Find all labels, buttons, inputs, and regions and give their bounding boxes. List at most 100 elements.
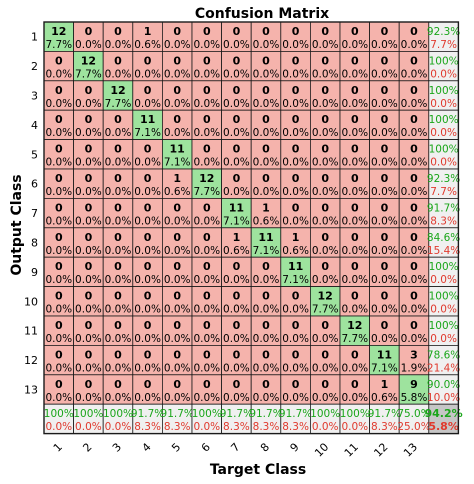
cell-percent: 5.8%	[401, 392, 428, 404]
cell-percent: 0.0%	[223, 392, 250, 404]
y-tick-label: 12	[24, 354, 38, 367]
cell-count: 11	[229, 201, 244, 214]
cell-count: 0	[233, 348, 241, 361]
cell-rect	[161, 139, 193, 170]
cell-rect	[309, 315, 341, 346]
cell-rect	[102, 286, 134, 317]
cell-percent: 0.0%	[401, 186, 428, 198]
summary-error: 0.0%	[341, 421, 368, 433]
cell-percent: 0.0%	[193, 274, 220, 286]
summary-correct: 100%	[429, 261, 459, 273]
cell-rect	[43, 286, 75, 317]
cell-percent: 0.0%	[341, 245, 368, 257]
cell-rect	[43, 80, 75, 111]
cell-count: 0	[410, 319, 418, 332]
cell-rect	[369, 227, 400, 258]
cell-percent: 0.0%	[371, 215, 398, 227]
cell-percent: 7.1%	[164, 157, 191, 169]
cell-count: 0	[292, 143, 300, 156]
cell-percent: 0.0%	[75, 186, 102, 198]
cell-rect	[191, 109, 223, 140]
summary-correct: 100%	[429, 291, 459, 303]
cell-rect	[221, 197, 252, 229]
cell-rect	[102, 344, 134, 376]
cell-rect	[428, 139, 459, 170]
summary-error: 8.3%	[223, 421, 250, 433]
cell-count: 0	[410, 25, 418, 38]
cell-percent: 0.0%	[45, 98, 72, 110]
cell-count: 0	[55, 54, 63, 67]
cell-count: 0	[351, 113, 359, 126]
cell-count: 1	[233, 231, 241, 244]
cell-percent: 0.0%	[312, 215, 339, 227]
cell-percent: 0.0%	[312, 392, 339, 404]
cell-count: 0	[292, 201, 300, 214]
x-tick-label: 3	[110, 441, 124, 455]
cell-count: 1	[262, 201, 270, 214]
cell-percent: 0.0%	[371, 68, 398, 80]
cell-percent: 0.0%	[134, 333, 161, 345]
cell-count: 0	[262, 378, 270, 391]
cell-rect	[428, 344, 459, 376]
matrix-cells: 127.7%00.0%00.0%10.6%00.0%00.0%00.0%00.0…	[43, 21, 463, 435]
cell-rect	[309, 256, 341, 288]
cell-percent: 0.0%	[164, 274, 191, 286]
cell-rect	[428, 80, 459, 111]
cell-count: 0	[262, 54, 270, 67]
cell-percent: 0.0%	[75, 215, 102, 227]
summary-error: 0.0%	[45, 421, 72, 433]
cell-rect	[369, 109, 400, 140]
summary-correct: 100%	[103, 408, 133, 420]
cell-rect	[161, 197, 193, 229]
cell-percent: 0.0%	[134, 98, 161, 110]
cell-rect	[369, 344, 400, 376]
cell-percent: 0.0%	[193, 333, 220, 345]
cell-rect	[132, 51, 163, 82]
cell-percent: 0.0%	[45, 333, 72, 345]
cell-count: 0	[233, 84, 241, 97]
cell-percent: 0.0%	[282, 127, 309, 139]
cell-percent: 0.0%	[45, 392, 72, 404]
cell-rect	[280, 403, 311, 435]
cell-rect	[428, 227, 459, 258]
cell-count: 0	[381, 143, 389, 156]
cell-rect	[280, 51, 311, 82]
cell-percent: 0.0%	[105, 362, 132, 374]
cell-percent: 0.0%	[105, 245, 132, 257]
cell-percent: 0.0%	[253, 304, 280, 316]
cell-count: 0	[262, 348, 270, 361]
cell-percent: 0.0%	[371, 274, 398, 286]
cell-count: 0	[351, 25, 359, 38]
summary-correct: 94.2%	[425, 407, 463, 420]
cell-percent: 0.0%	[134, 186, 161, 198]
cell-rect	[428, 168, 459, 199]
x-tick-label: 4	[140, 441, 154, 455]
cell-count: 0	[114, 319, 122, 332]
cell-count: 0	[114, 290, 122, 303]
cell-rect	[339, 315, 371, 346]
cell-percent: 0.0%	[253, 127, 280, 139]
cell-rect	[132, 256, 163, 288]
chart-title: Confusion Matrix	[195, 6, 329, 22]
cell-percent: 0.0%	[371, 98, 398, 110]
cell-percent: 0.0%	[401, 98, 428, 110]
y-tick-label: 6	[31, 178, 38, 191]
cell-rect	[191, 286, 223, 317]
cell-count: 0	[292, 319, 300, 332]
cell-percent: 0.0%	[312, 333, 339, 345]
summary-correct: 100%	[429, 320, 459, 332]
cell-rect	[73, 168, 104, 199]
cell-percent: 0.6%	[223, 245, 250, 257]
y-tick-label: 4	[31, 119, 38, 132]
cell-percent: 0.0%	[282, 392, 309, 404]
cell-count: 12	[318, 290, 333, 303]
cell-count: 0	[262, 25, 270, 38]
cell-percent: 0.0%	[253, 39, 280, 51]
cell-percent: 0.0%	[105, 68, 132, 80]
cell-count: 0	[410, 290, 418, 303]
summary-error: 0.0%	[430, 333, 457, 345]
cell-count: 0	[233, 260, 241, 273]
cell-rect	[339, 374, 371, 405]
matrix-border	[43, 21, 460, 435]
cell-count: 0	[292, 172, 300, 185]
